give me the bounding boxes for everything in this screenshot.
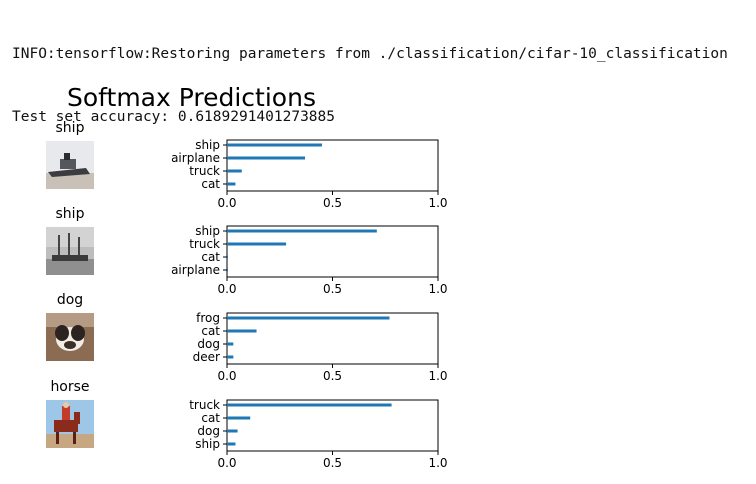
chart-4-category-label-1: truck (189, 398, 220, 412)
chart-1-bar-4 (227, 182, 236, 186)
chart-2-category-label-1: ship (195, 224, 220, 238)
console-output: INFO:tensorflow:Restoring parameters fro… (12, 2, 728, 149)
chart-1-xtick-label-1: 0.0 (217, 196, 236, 210)
horse-photo-thumbnail (46, 400, 94, 448)
sample-label-3: dog (56, 292, 84, 308)
chart-4-bar-1 (227, 403, 392, 407)
chart-4-bar-3 (227, 429, 238, 433)
chart-1-category-label-1: ship (195, 138, 220, 152)
chart-2-xtick-label-1: 0.0 (217, 282, 236, 296)
chart-4-category-label-3: dog (197, 424, 220, 438)
chart-3-xtick-label-1: 0.0 (217, 369, 236, 383)
chart-3-xtick-label-3: 1.0 (428, 369, 447, 383)
chart-4-bar-2 (227, 416, 251, 420)
ship-photo-thumbnail (46, 141, 94, 189)
chart-2-axes-frame (226, 225, 439, 278)
chart-3-xtick-label-2: 0.5 (323, 369, 342, 383)
chart-3-category-label-3: dog (197, 337, 220, 351)
console-line-restore: INFO:tensorflow:Restoring parameters fro… (12, 46, 728, 62)
chart-2-category-label-3: cat (201, 250, 220, 264)
chart-1-category-label-3: truck (189, 164, 220, 178)
sample-label-2: ship (55, 206, 85, 222)
chart-1-bar-2 (227, 156, 306, 160)
chart-1-category-label-2: airplane (171, 151, 220, 165)
chart-2-category-label-2: truck (189, 237, 220, 251)
chart-4-category-label-2: cat (201, 411, 220, 425)
chart-2-bar-3 (227, 255, 228, 259)
chart-3-bar-4 (227, 355, 234, 359)
chart-2-category-label-4: airplane (171, 263, 220, 277)
chart-4-axes-frame (226, 399, 439, 452)
chart-2-bar-4 (227, 268, 228, 272)
chart-2-xtick-label-2: 0.5 (323, 282, 342, 296)
dog-photo-thumbnail (46, 313, 94, 361)
chart-4-category-label-4: ship (195, 437, 220, 451)
chart-4-bar-4 (227, 442, 236, 446)
console-line-accuracy: Test set accuracy: 0.6189291401273885 (12, 109, 336, 125)
chart-3-category-label-4: deer (193, 350, 220, 364)
chart-1-xtick-label-2: 0.5 (323, 196, 342, 210)
figure-title: Softmax Predictions (67, 83, 316, 112)
sample-label-4: horse (50, 379, 90, 395)
chart-2-xtick-label-3: 1.0 (428, 282, 447, 296)
chart-4-xtick-label-2: 0.5 (323, 456, 342, 470)
sample-label-1: ship (55, 120, 85, 136)
chart-1-xtick-label-3: 1.0 (428, 196, 447, 210)
chart-3-category-label-1: frog (196, 311, 220, 325)
chart-3-bar-2 (227, 329, 257, 333)
ship-grayscale-photo-thumbnail (46, 227, 94, 275)
chart-2-bar-1 (227, 229, 377, 233)
chart-1-bar-3 (227, 169, 242, 173)
chart-3-axes-frame (226, 312, 439, 365)
chart-2-bar-2 (227, 242, 287, 246)
chart-3-category-label-2: cat (201, 324, 220, 338)
chart-1-bar-1 (227, 143, 322, 147)
chart-4-xtick-label-1: 0.0 (217, 456, 236, 470)
chart-3-bar-1 (227, 316, 390, 320)
chart-1-axes-frame (226, 139, 439, 192)
chart-1-category-label-4: cat (201, 177, 220, 191)
chart-4-xtick-label-3: 1.0 (428, 456, 447, 470)
chart-3-bar-3 (227, 342, 234, 346)
